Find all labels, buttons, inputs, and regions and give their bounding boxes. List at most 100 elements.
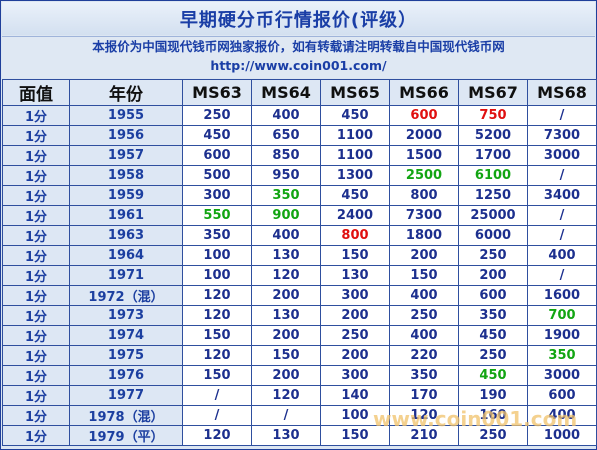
year-cell: 1958: [70, 166, 182, 185]
price-cell: 140: [321, 386, 389, 405]
price-cell: 2500: [390, 166, 458, 185]
price-cell: 210: [390, 426, 458, 445]
price-cell: 600: [459, 286, 527, 305]
table-row: 1分 1957 600 850 1100 1500 1700 3000: [3, 146, 596, 165]
price-cell: 450: [459, 366, 527, 385]
price-cell: 150: [183, 326, 251, 345]
year-cell: 1971: [70, 266, 182, 285]
price-cell: 300: [321, 366, 389, 385]
price-cell: 1600: [528, 286, 596, 305]
denomination-cell: 1分: [3, 346, 69, 365]
price-cell: /: [528, 266, 596, 285]
price-cell: 120: [183, 426, 251, 445]
price-cell: 400: [528, 246, 596, 265]
price-cell: 2000: [390, 126, 458, 145]
year-cell: 1955: [70, 106, 182, 125]
price-cell: 250: [459, 246, 527, 265]
notice-text: 本报价为中国现代钱币网独家报价，如有转载请注明转载自中国现代钱币网: [92, 39, 505, 54]
year-cell: 1979（平）: [70, 426, 182, 445]
denomination-cell: 1分: [3, 146, 69, 165]
price-table: 面值 年份 MS63 MS64 MS65 MS66 MS67 MS68 1分 19…: [2, 79, 597, 446]
denomination-cell: 1分: [3, 246, 69, 265]
table-row: 1分 1955 250 400 450 600 750/: [3, 106, 596, 125]
denomination-cell: 1分: [3, 206, 69, 225]
price-cell: 160: [459, 406, 527, 425]
price-cell: 130: [252, 306, 320, 325]
year-cell: 1978（混）: [70, 406, 182, 425]
year-cell: 1974: [70, 326, 182, 345]
column-header-denomination: 面值: [3, 80, 69, 105]
denomination-cell: 1分: [3, 366, 69, 385]
price-cell: 950: [252, 166, 320, 185]
price-cell: /: [528, 166, 596, 185]
price-cell: 700: [528, 306, 596, 325]
price-cell: 25000: [459, 206, 527, 225]
denomination-cell: 1分: [3, 106, 69, 125]
table-row: 1分 1959 300 350 450 800 1250 3400: [3, 186, 596, 205]
price-cell: 120: [390, 406, 458, 425]
year-cell: 1973: [70, 306, 182, 325]
price-cell: 400: [390, 326, 458, 345]
price-cell: 130: [252, 426, 320, 445]
year-cell: 1964: [70, 246, 182, 265]
table-row: 1分 1963 350 400 800 1800 6000/: [3, 226, 596, 245]
price-cell: /: [183, 406, 251, 425]
denomination-cell: 1分: [3, 286, 69, 305]
page-title: 早期硬分币行情报价(评级）: [2, 2, 595, 35]
price-cell: 5200: [459, 126, 527, 145]
price-cell: 600: [390, 106, 458, 125]
price-cell: 1000: [528, 426, 596, 445]
price-cell: 1250: [459, 186, 527, 205]
denomination-cell: 1分: [3, 326, 69, 345]
price-cell: 500: [183, 166, 251, 185]
price-cell: 350: [459, 306, 527, 325]
table-row: 1分 1973 120 130 200 250 350 700: [3, 306, 596, 325]
table-row: 1分 1974 150 200 250 400 450 1900: [3, 326, 596, 345]
table-row: 1分 1977/120 140 170 190 600: [3, 386, 596, 405]
year-cell: 1957: [70, 146, 182, 165]
price-cell: 250: [390, 306, 458, 325]
price-cell: 100: [183, 266, 251, 285]
table-row: 1分 1971 100 120 130 150 200/: [3, 266, 596, 285]
price-cell: 120: [252, 386, 320, 405]
site-link[interactable]: http://www.coin001.com/: [210, 58, 387, 73]
price-cell: 6000: [459, 226, 527, 245]
column-header-ms66: MS66: [390, 80, 458, 105]
price-cell: 200: [321, 346, 389, 365]
price-cell: 150: [183, 366, 251, 385]
column-header-ms68: MS68: [528, 80, 596, 105]
table-row: 1分 1956 450 650 1100 2000 5200 7300: [3, 126, 596, 145]
price-cell: 120: [183, 306, 251, 325]
price-cell: 1500: [390, 146, 458, 165]
price-cell: 300: [321, 286, 389, 305]
column-header-year: 年份: [70, 80, 182, 105]
price-cell: 400: [528, 406, 596, 425]
price-cell: 800: [390, 186, 458, 205]
table-row: 1分 1958 500 950 1300 2500 6100/: [3, 166, 596, 185]
price-cell: 550: [183, 206, 251, 225]
price-cell: 900: [252, 206, 320, 225]
price-cell: 650: [252, 126, 320, 145]
price-cell: 250: [183, 106, 251, 125]
denomination-cell: 1分: [3, 386, 69, 405]
denomination-cell: 1分: [3, 306, 69, 325]
price-cell: 350: [252, 186, 320, 205]
price-cell: 130: [252, 246, 320, 265]
denomination-cell: 1分: [3, 126, 69, 145]
price-cell: /: [528, 106, 596, 125]
price-cell: 600: [183, 146, 251, 165]
price-cell: 220: [390, 346, 458, 365]
year-cell: 1977: [70, 386, 182, 405]
price-cell: 800: [321, 226, 389, 245]
year-cell: 1956: [70, 126, 182, 145]
price-cell: 150: [252, 346, 320, 365]
year-cell: 1961: [70, 206, 182, 225]
denomination-cell: 1分: [3, 226, 69, 245]
price-cell: 200: [252, 366, 320, 385]
price-cell: 200: [252, 326, 320, 345]
price-cell: 350: [390, 366, 458, 385]
price-cell: 190: [459, 386, 527, 405]
price-cell: 750: [459, 106, 527, 125]
price-cell: 250: [459, 426, 527, 445]
